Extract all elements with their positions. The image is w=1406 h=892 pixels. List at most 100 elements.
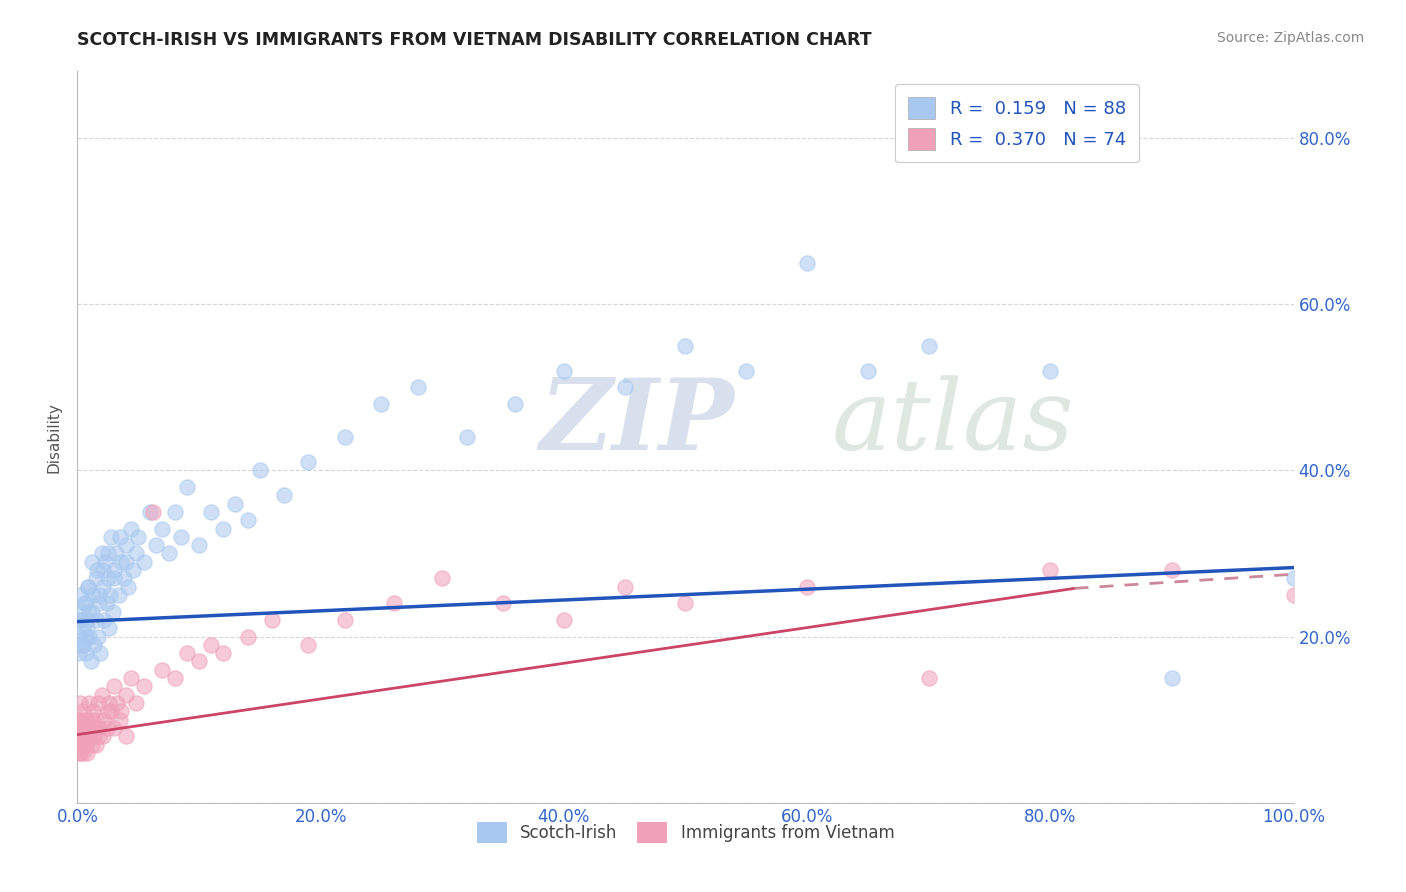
Point bbox=[115, 729, 138, 743]
Point bbox=[67, 646, 90, 660]
Point bbox=[77, 729, 100, 743]
Point bbox=[91, 729, 114, 743]
Point bbox=[83, 729, 105, 743]
Point bbox=[70, 713, 93, 727]
Text: Source: ZipAtlas.com: Source: ZipAtlas.com bbox=[1216, 31, 1364, 45]
Y-axis label: Disability: Disability bbox=[46, 401, 62, 473]
Point bbox=[69, 746, 91, 760]
Point bbox=[72, 705, 94, 719]
Point bbox=[82, 588, 104, 602]
Point bbox=[613, 580, 636, 594]
Point bbox=[77, 580, 100, 594]
Point bbox=[70, 738, 93, 752]
Point bbox=[430, 571, 453, 585]
Point bbox=[108, 530, 131, 544]
Point bbox=[97, 705, 120, 719]
Point bbox=[125, 696, 148, 710]
Point bbox=[613, 380, 636, 394]
Point bbox=[80, 605, 103, 619]
Point bbox=[72, 738, 94, 752]
Point bbox=[100, 705, 122, 719]
Point bbox=[110, 555, 132, 569]
Point bbox=[72, 746, 94, 760]
Point bbox=[76, 713, 98, 727]
Point bbox=[72, 638, 94, 652]
Point bbox=[553, 363, 575, 377]
Point bbox=[77, 580, 100, 594]
Point bbox=[122, 563, 145, 577]
Point bbox=[103, 571, 125, 585]
Point bbox=[224, 497, 246, 511]
Point bbox=[70, 721, 93, 735]
Point bbox=[112, 571, 135, 585]
Point bbox=[97, 696, 120, 710]
Point bbox=[77, 721, 100, 735]
Point bbox=[1039, 563, 1062, 577]
Text: ZIP: ZIP bbox=[540, 375, 734, 471]
Point bbox=[200, 505, 222, 519]
Point bbox=[75, 646, 97, 660]
Point bbox=[67, 713, 90, 727]
Point bbox=[79, 630, 101, 644]
Point bbox=[796, 255, 818, 269]
Point bbox=[75, 738, 97, 752]
Point bbox=[80, 721, 103, 735]
Point bbox=[107, 588, 129, 602]
Point bbox=[125, 546, 148, 560]
Point bbox=[93, 713, 115, 727]
Point bbox=[73, 596, 96, 610]
Point bbox=[75, 729, 97, 743]
Point bbox=[115, 688, 138, 702]
Point bbox=[91, 563, 114, 577]
Point bbox=[97, 571, 120, 585]
Point bbox=[1161, 563, 1184, 577]
Point bbox=[675, 596, 697, 610]
Point bbox=[94, 555, 117, 569]
Point bbox=[735, 363, 758, 377]
Point bbox=[67, 738, 90, 752]
Point bbox=[76, 746, 98, 760]
Point bbox=[91, 580, 114, 594]
Point bbox=[80, 655, 103, 669]
Point bbox=[98, 588, 121, 602]
Point bbox=[212, 646, 235, 660]
Point bbox=[76, 621, 98, 635]
Point bbox=[103, 680, 125, 694]
Point bbox=[1161, 671, 1184, 685]
Point bbox=[73, 713, 96, 727]
Point bbox=[105, 546, 128, 560]
Point bbox=[79, 696, 101, 710]
Point bbox=[103, 563, 125, 577]
Point bbox=[70, 638, 93, 652]
Point bbox=[70, 605, 93, 619]
Point bbox=[134, 680, 156, 694]
Point bbox=[80, 738, 103, 752]
Point bbox=[176, 480, 198, 494]
Point bbox=[84, 571, 107, 585]
Point bbox=[84, 713, 107, 727]
Point bbox=[503, 397, 526, 411]
Legend: Scotch-Irish, Immigrants from Vietnam: Scotch-Irish, Immigrants from Vietnam bbox=[470, 815, 901, 849]
Point bbox=[101, 605, 124, 619]
Point bbox=[90, 688, 112, 702]
Point bbox=[212, 521, 235, 535]
Point bbox=[675, 338, 697, 352]
Point bbox=[120, 671, 142, 685]
Point bbox=[86, 721, 108, 735]
Point bbox=[89, 721, 111, 735]
Text: atlas: atlas bbox=[831, 375, 1074, 470]
Point bbox=[100, 530, 122, 544]
Point bbox=[152, 663, 174, 677]
Point bbox=[69, 588, 91, 602]
Point bbox=[492, 596, 515, 610]
Point bbox=[1282, 571, 1305, 585]
Point bbox=[115, 538, 138, 552]
Point bbox=[84, 613, 107, 627]
Point bbox=[73, 596, 96, 610]
Point bbox=[69, 630, 91, 644]
Point bbox=[89, 729, 111, 743]
Point bbox=[70, 613, 93, 627]
Point bbox=[108, 713, 131, 727]
Point bbox=[370, 397, 392, 411]
Point bbox=[796, 580, 818, 594]
